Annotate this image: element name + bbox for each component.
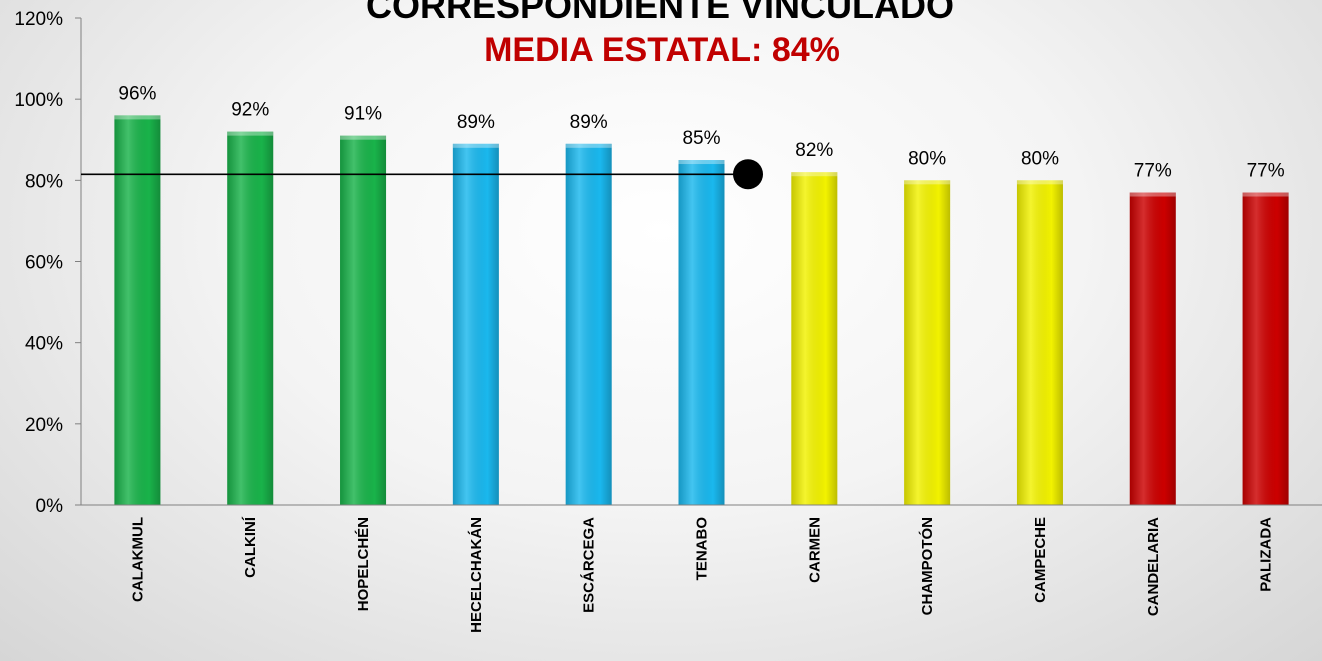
x-tick-label: HECELCHAKÁN [468,517,485,633]
bar-shading [1242,192,1289,505]
x-tick-label: CALKINÍ [242,516,259,578]
y-tick-label: 40% [25,334,63,355]
mean-reference-line [81,159,763,190]
bar-shading [340,135,387,506]
bar [904,180,951,506]
chart-subtitle: MEDIA ESTATAL: 84% [484,31,840,69]
bar-top-bevel [678,160,725,165]
value-label: 80% [1021,148,1059,169]
bar-top-bevel [1016,180,1063,185]
bars [114,115,1289,506]
bar-shading [678,160,725,505]
x-tick-label: CALAKMUL [129,517,146,602]
y-tick-label: 20% [25,415,63,436]
x-tick-label: TENABO [694,517,711,581]
y-tick-label: 100% [14,90,63,111]
chart-title: CORRESPONDIENTE VINCULADO [366,0,954,26]
bar-top-bevel [114,115,161,120]
bar-top-bevel [904,180,951,185]
bar-top-bevel [1129,192,1176,197]
value-label: 89% [457,112,495,133]
y-tick-label: 80% [25,171,63,192]
bar-shading [904,180,951,506]
value-label: 77% [1247,161,1285,182]
bar [227,131,274,505]
bar-shading [565,143,612,505]
bar-top-bevel [227,131,274,136]
value-label: 85% [682,128,720,149]
y-tick-label: 120% [14,9,63,30]
y-axis: 0% 20% 40% 60% 80% 100% 120% [14,9,82,517]
value-label: 89% [570,112,608,133]
value-label: 80% [908,148,946,169]
bar [340,135,387,506]
bar-shading [452,143,499,505]
x-tick-label: PALIZADA [1258,517,1275,592]
value-label: 77% [1134,161,1172,182]
y-tick-label: 0% [36,496,64,517]
x-tick-label: CAMPECHE [1032,517,1049,603]
x-tick-label: HOPELCHÉN [355,517,372,611]
bar-top-bevel [340,135,387,140]
value-label: 91% [344,104,382,125]
bar [1129,192,1176,505]
x-tick-label: CHAMPOTÓN [918,517,936,615]
bar [1242,192,1289,505]
bar-top-bevel [565,143,612,148]
bar [1016,180,1063,506]
bar-shading [114,115,161,506]
bar [678,160,725,505]
x-axis: CALAKMUL CALKINÍ HOPELCHÉN HECELCHAKÁN ESCÁR… [81,504,1322,633]
y-tick-label: 60% [25,253,63,274]
bar-shading [1016,180,1063,506]
reference-marker [733,159,763,190]
bar-shading [1129,192,1176,505]
bar-shading [791,172,838,505]
data-labels: 96% 92% 91% 89% 89% 85% 82% 80% 80% 77% 77% [118,83,1284,181]
x-tick-label: CARMEN [806,517,823,583]
x-tick-label: ESCÁRCEGA [581,517,598,613]
bar [114,115,161,506]
value-label: 82% [795,140,833,161]
bar-top-bevel [791,172,838,177]
bar-top-bevel [452,143,499,148]
bar [791,172,838,505]
bar-shading [227,131,274,505]
value-label: 92% [231,100,269,121]
bar-top-bevel [1242,192,1289,197]
bar [452,143,499,505]
bar [565,143,612,505]
x-tick-label: CANDELARIA [1145,517,1162,616]
value-label: 96% [118,83,156,104]
